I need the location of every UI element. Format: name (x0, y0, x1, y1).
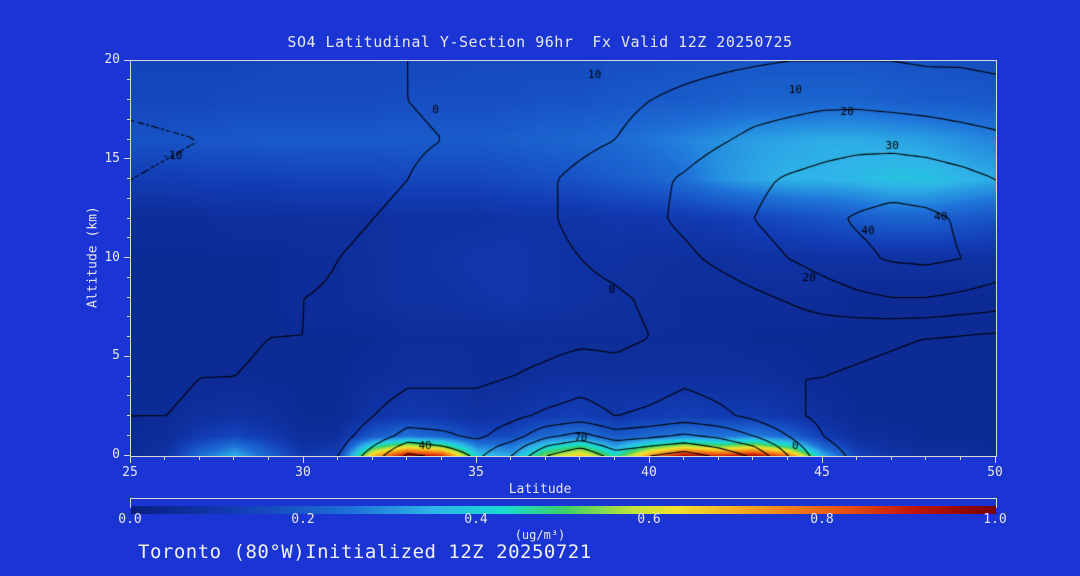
x-tick (129, 457, 131, 463)
x-tick-label: 35 (468, 465, 484, 480)
x-tick (544, 457, 546, 460)
x-tick (959, 457, 961, 460)
x-tick (613, 457, 615, 460)
x-tick (164, 457, 166, 460)
x-tick (371, 457, 373, 460)
colorbar-tick-label: 0.4 (464, 512, 488, 527)
colorbar-tick-label: 0.0 (118, 512, 142, 527)
colorbar-tick-label: 0.6 (637, 512, 661, 527)
x-tick (856, 457, 858, 460)
y-tick (124, 454, 130, 456)
x-tick (994, 457, 996, 463)
plot-canvas (131, 61, 996, 456)
x-tick (267, 457, 269, 460)
y-tick (124, 257, 130, 258)
plot-area (130, 60, 997, 457)
y-tick (124, 59, 130, 61)
colorbar-tick-label: 0.8 (810, 512, 834, 527)
y-tick-label: 5 (112, 348, 120, 364)
y-tick (127, 296, 130, 298)
y-tick (127, 79, 130, 81)
units-label: (ug/m³) (514, 528, 566, 542)
y-tick (127, 118, 130, 120)
x-axis-label: Latitude (508, 482, 572, 497)
footer-text: Toronto (80°W)Initialized 12Z 20250721 (138, 541, 592, 563)
x-tick (648, 457, 650, 463)
colorbar-canvas (131, 506, 996, 514)
x-tick (406, 457, 408, 460)
y-tick (127, 316, 130, 318)
x-tick (752, 457, 754, 460)
y-tick (127, 336, 130, 337)
colorbar (130, 498, 997, 514)
y-tick (127, 415, 130, 416)
x-tick (475, 457, 477, 463)
y-tick (127, 237, 130, 239)
y-tick-label: 15 (104, 150, 120, 166)
y-tick (127, 99, 130, 100)
x-tick (717, 457, 719, 460)
y-tick (127, 395, 130, 397)
y-tick (127, 178, 130, 179)
x-tick-label: 45 (814, 465, 830, 480)
x-tick-label: 40 (641, 465, 657, 480)
x-tick (890, 457, 892, 460)
y-axis-ticks: 0 5 10 15 20 (0, 52, 130, 462)
x-tick (579, 457, 581, 460)
y-tick-label: 0 (112, 447, 120, 462)
x-tick-label: 25 (122, 465, 138, 480)
y-tick-label: 10 (104, 249, 120, 265)
x-tick-label: 30 (295, 465, 311, 480)
y-tick (127, 375, 130, 377)
y-tick (124, 158, 130, 160)
y-tick (127, 138, 130, 140)
x-tick (337, 457, 339, 460)
colorbar-tick-label: 1.0 (983, 512, 1007, 527)
x-axis-ticks: 25 30 35 40 45 50 (122, 457, 1003, 487)
y-tick (127, 197, 130, 199)
y-tick (127, 217, 130, 219)
x-tick (683, 457, 685, 460)
y-tick-label: 20 (104, 52, 120, 67)
y-tick (127, 434, 130, 436)
colorbar-tick-label: 0.2 (291, 512, 315, 527)
x-tick (233, 457, 235, 460)
x-tick (786, 457, 788, 460)
x-tick (198, 457, 200, 460)
x-tick (510, 457, 512, 460)
x-tick (821, 457, 823, 463)
x-tick (925, 457, 927, 460)
y-tick (127, 276, 130, 278)
colorbar-ticks: 0.0 0.2 0.4 0.6 0.8 1.0 (118, 512, 1006, 530)
chart-title: SO4 Latitudinal Y-Section 96hr Fx Valid … (287, 33, 793, 51)
x-tick (440, 457, 442, 460)
x-tick (302, 457, 304, 463)
x-tick-label: 50 (987, 465, 1003, 480)
y-tick (124, 355, 130, 357)
